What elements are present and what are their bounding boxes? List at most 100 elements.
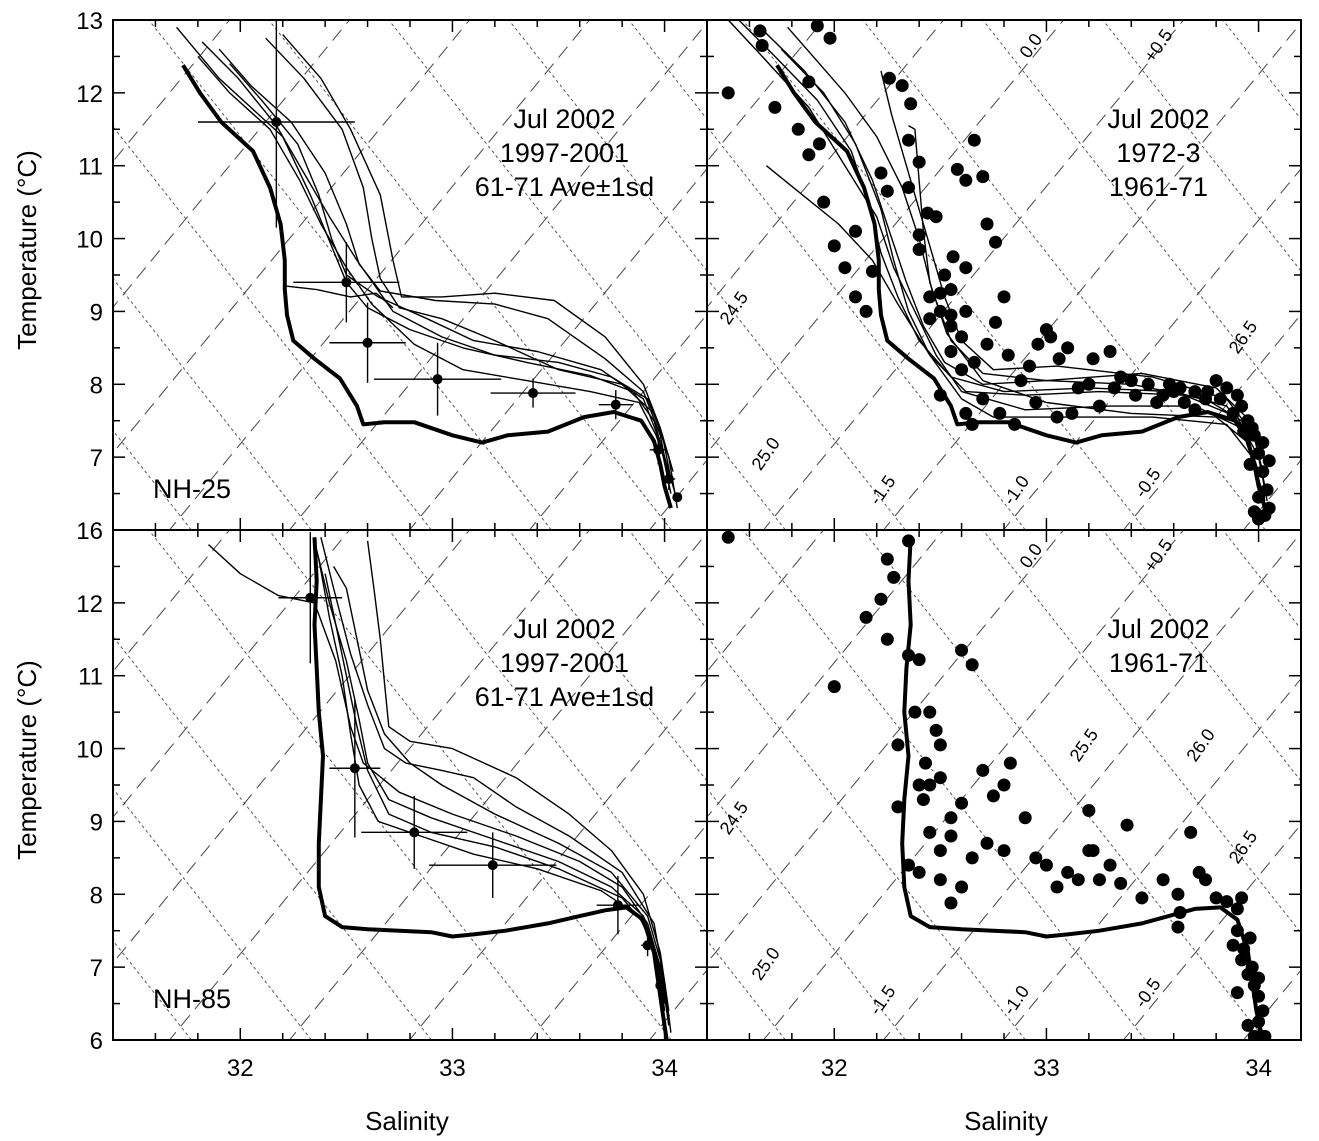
data-point [944, 283, 958, 297]
data-point [721, 86, 735, 100]
y-tick-label: 11 [78, 664, 103, 691]
data-point [955, 796, 969, 810]
y-tick-label: 12 [76, 591, 103, 618]
data-point [933, 304, 947, 318]
series-profile-4 [727, 20, 1260, 480]
mean-point [409, 827, 420, 838]
data-point [1044, 330, 1058, 344]
data-point [946, 250, 960, 264]
y-axis-title-top: Temperature (°C) [12, 150, 42, 350]
isopycnal-line [707, 20, 945, 308]
mean-error-point [598, 390, 633, 420]
data-point [1258, 1029, 1272, 1040]
data-point [827, 680, 841, 694]
mean-error-point [293, 242, 400, 323]
panel-annotation-line: 1997-2001 [500, 138, 629, 168]
data-point [802, 75, 816, 89]
data-point [1199, 873, 1213, 887]
mean-point [642, 940, 653, 951]
mean-error-point [490, 378, 576, 408]
data-point [1171, 920, 1185, 934]
data-point [959, 304, 973, 318]
spiciness-line [982, 530, 1301, 934]
data-point [1230, 924, 1244, 938]
data-point [976, 763, 990, 777]
mean-error-point [662, 468, 676, 490]
data-point [1252, 971, 1266, 985]
panel-plot-area [7, 0, 1301, 570]
data-point [902, 648, 916, 662]
spiciness-line [707, 939, 787, 1040]
data-point [1243, 457, 1257, 471]
series-profile-6 [366, 540, 670, 1012]
contour-label: +0.5 [1140, 25, 1177, 66]
data-point [923, 705, 937, 719]
mean-error-point [329, 302, 406, 383]
data-point [1171, 887, 1185, 901]
spiciness-line [733, 510, 1183, 1080]
data-point [1258, 508, 1272, 522]
data-point [980, 217, 994, 231]
data-point [1235, 399, 1249, 413]
data-point [1230, 902, 1244, 916]
contour-lines [113, 20, 707, 530]
x-tick-label: 33 [439, 1055, 466, 1082]
isopycnal-line [267, 210, 967, 1060]
isopycnal-line [528, 313, 707, 530]
spiciness-line [1102, 530, 1301, 782]
spiciness-line [7, 0, 457, 570]
data-point [755, 39, 769, 52]
data-point [1213, 392, 1227, 406]
contour-label: 25.0 [747, 434, 783, 474]
isopycnal-line [113, 20, 351, 308]
mean-point [663, 474, 674, 484]
data-point [1129, 388, 1143, 402]
panel-frame [112, 529, 708, 1041]
data-point [1014, 374, 1028, 388]
mean-error-point [641, 934, 654, 957]
data-point [959, 261, 973, 275]
data-point [955, 363, 969, 377]
data-point [929, 723, 943, 737]
contour-label: -1.0 [999, 472, 1033, 509]
y-axis-title-bottom: Temperature (°C) [12, 660, 42, 860]
data-point [967, 133, 981, 147]
series-profile-5 [229, 63, 672, 494]
data-point [1029, 851, 1043, 865]
y-tick-label: 8 [90, 372, 103, 399]
mean-point [305, 592, 316, 603]
mean-error-point [278, 532, 343, 664]
spiciness-line [148, 530, 553, 1040]
data-point [902, 181, 916, 195]
isopycnal-line [0, 210, 367, 1060]
contour-label: -1.5 [865, 982, 899, 1019]
isopycnal-line [288, 22, 707, 530]
isopycnal-line [707, 530, 945, 818]
data-point [1082, 804, 1096, 817]
tick-marks [706, 529, 1302, 1041]
contour-label: 26.0 [1182, 725, 1218, 765]
data-point [1124, 374, 1138, 388]
data-point [1092, 873, 1106, 887]
data-point [1237, 942, 1251, 956]
data-point [912, 865, 926, 879]
panel-annotation-line: 1961-71 [1109, 648, 1208, 678]
data-point [944, 896, 958, 910]
data-point [838, 261, 852, 275]
spiciness-line [707, 125, 1027, 530]
data-point [1173, 906, 1187, 919]
panel-annotation-line: 1997-2001 [500, 648, 629, 678]
data-point [1003, 756, 1017, 770]
data-point [933, 771, 947, 785]
spiciness-line [247, 0, 697, 570]
x-tick-label: 33 [1033, 1055, 1060, 1082]
data-point [768, 100, 782, 114]
mean-point [653, 444, 664, 455]
data-point [880, 632, 894, 646]
data-point [1071, 381, 1085, 395]
data-point [1235, 891, 1249, 905]
data-point [1241, 1018, 1255, 1032]
x-tick-label: 34 [1245, 1055, 1272, 1082]
spiciness-line [707, 787, 907, 1040]
panels: 7 8 9 10 11 12 13 Jul 2002 1997-2001 61-71 Ave±1s… [0, 0, 1302, 1082]
